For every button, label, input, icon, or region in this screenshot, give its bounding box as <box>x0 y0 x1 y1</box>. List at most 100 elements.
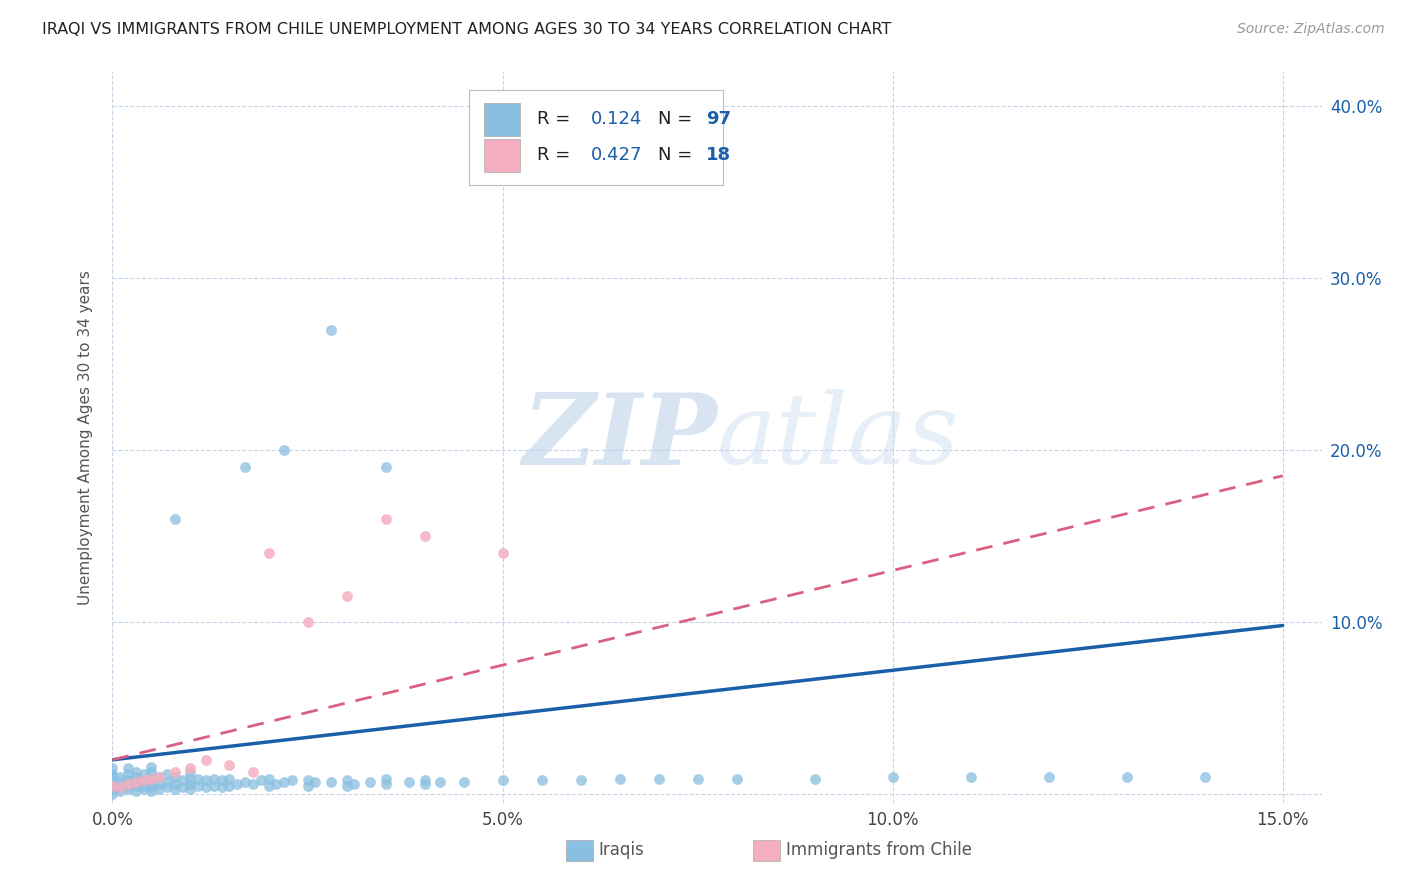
Point <box>110 775 132 789</box>
Point <box>686 772 709 786</box>
Point <box>195 773 218 788</box>
Point <box>257 772 280 786</box>
Point <box>211 780 233 795</box>
Point <box>141 783 163 797</box>
Point <box>319 322 342 336</box>
Point <box>335 773 357 788</box>
Point <box>163 777 186 791</box>
Point <box>110 780 132 795</box>
Point <box>297 773 319 788</box>
Y-axis label: Unemployment Among Ages 30 to 34 years: Unemployment Among Ages 30 to 34 years <box>79 269 93 605</box>
Point <box>569 773 592 788</box>
Point <box>202 772 225 786</box>
Point <box>413 529 436 543</box>
Text: Immigrants from Chile: Immigrants from Chile <box>786 841 972 859</box>
Point <box>297 615 319 629</box>
Point <box>125 764 148 779</box>
Point <box>101 787 124 801</box>
Point <box>195 780 218 795</box>
Point <box>609 772 631 786</box>
Point <box>725 772 748 786</box>
Text: Source: ZipAtlas.com: Source: ZipAtlas.com <box>1237 22 1385 37</box>
Point <box>141 772 163 786</box>
FancyBboxPatch shape <box>565 840 592 861</box>
Point <box>117 779 139 793</box>
Point <box>148 777 170 791</box>
Point <box>132 773 155 788</box>
Point <box>163 512 186 526</box>
Point <box>141 777 163 791</box>
Point <box>374 512 396 526</box>
Point <box>179 772 201 786</box>
Point <box>374 777 396 791</box>
Point <box>148 770 170 784</box>
Point <box>172 780 194 795</box>
Point <box>491 546 513 560</box>
Point <box>319 775 342 789</box>
Point <box>125 779 148 793</box>
Point <box>187 779 209 793</box>
Point <box>101 779 124 793</box>
Point <box>297 779 319 793</box>
Point <box>413 773 436 788</box>
Point <box>882 770 904 784</box>
Point <box>125 783 148 797</box>
FancyBboxPatch shape <box>754 840 780 861</box>
Point <box>125 770 148 784</box>
Text: N =: N = <box>658 111 697 128</box>
Point <box>429 775 451 789</box>
Point <box>179 782 201 797</box>
Point <box>202 779 225 793</box>
Point <box>359 775 381 789</box>
Point <box>257 546 280 560</box>
Point <box>125 775 148 789</box>
Point <box>172 773 194 788</box>
Point <box>266 777 288 791</box>
Point <box>117 766 139 780</box>
Point <box>101 766 124 780</box>
Point <box>132 773 155 788</box>
Point <box>125 775 148 789</box>
Point <box>343 777 366 791</box>
Point <box>141 764 163 779</box>
Point <box>803 772 825 786</box>
Point <box>187 772 209 786</box>
Point <box>179 777 201 791</box>
Text: 97: 97 <box>706 111 731 128</box>
Point <box>233 775 256 789</box>
Point <box>110 780 132 795</box>
Point <box>179 764 201 779</box>
FancyBboxPatch shape <box>484 103 520 136</box>
Text: N =: N = <box>658 146 697 164</box>
Point <box>218 772 240 786</box>
Point <box>249 773 271 788</box>
Point <box>141 780 163 795</box>
Point <box>132 766 155 780</box>
Point <box>647 772 669 786</box>
Point <box>117 777 139 791</box>
Point <box>156 780 179 795</box>
Point <box>491 773 513 788</box>
Point <box>101 761 124 775</box>
Text: 18: 18 <box>706 146 731 164</box>
Point <box>148 770 170 784</box>
FancyBboxPatch shape <box>484 138 520 171</box>
Point <box>195 753 218 767</box>
Point <box>101 782 124 797</box>
Point <box>156 775 179 789</box>
Point <box>453 775 475 789</box>
Point <box>141 759 163 773</box>
Point <box>374 460 396 475</box>
Point <box>179 761 201 775</box>
Text: atlas: atlas <box>717 390 960 484</box>
Point <box>117 761 139 775</box>
Point <box>117 782 139 797</box>
Point <box>226 777 249 791</box>
Point <box>413 777 436 791</box>
Point <box>398 775 420 789</box>
Point <box>110 770 132 784</box>
Text: 0.427: 0.427 <box>592 146 643 164</box>
Point <box>257 779 280 793</box>
Point <box>141 772 163 786</box>
Point <box>374 772 396 786</box>
